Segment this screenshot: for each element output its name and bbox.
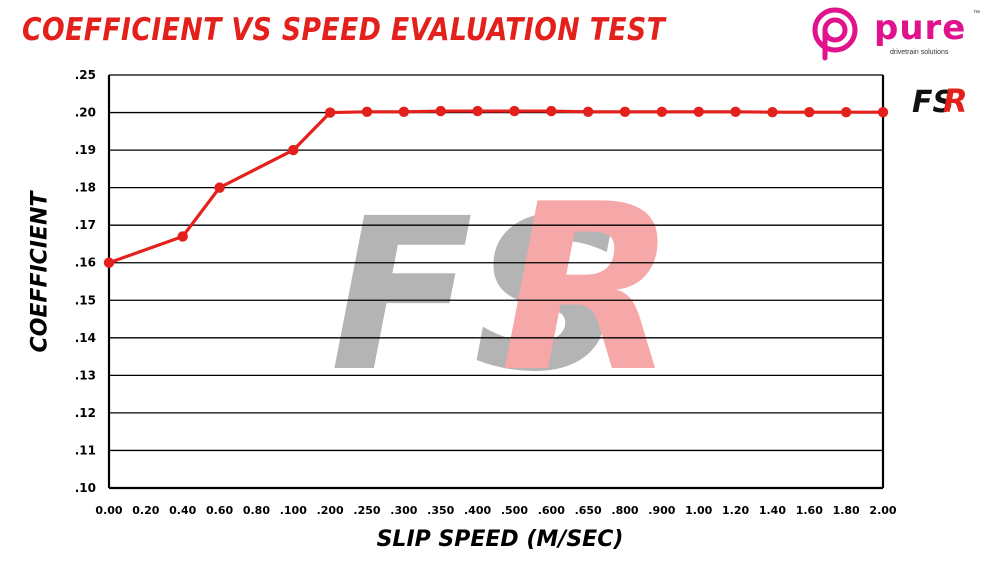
- x-tick-label: .900: [648, 504, 675, 517]
- x-tick-label: 1.20: [722, 504, 749, 517]
- x-tick-label: 0.20: [132, 504, 159, 517]
- x-tick-label: .200: [317, 504, 344, 517]
- y-tick-label: .15: [75, 293, 96, 307]
- x-tick-label: 1.40: [759, 504, 786, 517]
- x-tick-label: 1.80: [833, 504, 860, 517]
- watermark-r: R: [500, 156, 677, 423]
- y-tick-label: .14: [75, 331, 96, 345]
- x-tick-label: .800: [611, 504, 638, 517]
- data-point: [877, 106, 889, 118]
- pure-logo: pure ™ drivetrain solutions: [808, 4, 986, 62]
- data-series: [103, 105, 889, 268]
- x-tick-label: .600: [538, 504, 565, 517]
- data-point: [435, 105, 446, 117]
- axes: [107, 75, 885, 490]
- x-tick-label: 0.00: [95, 504, 122, 517]
- x-tick-label: 0.40: [169, 504, 196, 517]
- x-axis-label: SLIP SPEED (M/SEC): [376, 527, 624, 552]
- fsr-logo-r: R: [943, 82, 968, 120]
- data-point: [767, 106, 778, 118]
- data-point: [103, 257, 115, 268]
- y-tick-label: .25: [75, 68, 96, 82]
- data-point: [398, 106, 410, 117]
- data-point: [288, 144, 299, 156]
- y-tick-label: .13: [75, 368, 96, 382]
- y-tick-label: .17: [75, 218, 96, 232]
- series-line: [108, 109, 883, 265]
- data-point: [619, 106, 631, 117]
- data-point: [730, 106, 741, 117]
- data-point: [361, 106, 373, 117]
- pure-wordmark: pure: [874, 8, 967, 48]
- trademark-symbol: ™: [973, 10, 980, 17]
- fsr-logo-fs: FS: [912, 85, 954, 120]
- x-tick-label: 0.60: [206, 504, 233, 517]
- x-tick-label: .500: [501, 504, 528, 517]
- x-tick-label: .350: [427, 504, 454, 517]
- data-point: [509, 105, 520, 117]
- data-point: [656, 106, 668, 117]
- data-point: [840, 106, 852, 118]
- y-tick-label: .12: [75, 406, 96, 420]
- data-point: [546, 105, 557, 117]
- data-point: [472, 105, 483, 117]
- x-tick-label: 1.00: [685, 504, 712, 517]
- fsr-corner-logo: FS R: [912, 82, 968, 120]
- y-tick-label: .20: [75, 106, 96, 120]
- x-tick-label: .250: [353, 504, 380, 517]
- data-point: [582, 106, 594, 117]
- x-tick-label: .650: [575, 504, 602, 517]
- y-tick-label: .18: [75, 181, 96, 195]
- y-tick-label: .16: [75, 256, 96, 270]
- x-tick-label: 1.60: [796, 504, 823, 517]
- x-tick-labels: 0.00 0.20 0.40 0.60 0.80 .100 .200 .250 .300 .350…: [95, 504, 896, 517]
- x-tick-label: 0.80: [243, 504, 270, 517]
- data-point: [177, 231, 188, 242]
- data-point: [693, 106, 704, 117]
- data-point: [324, 107, 336, 118]
- x-tick-label: 2.00: [869, 504, 896, 517]
- data-point: [804, 106, 815, 118]
- x-tick-label: .100: [280, 504, 307, 517]
- watermark-fs: FS: [330, 173, 625, 418]
- pure-p-icon: [812, 7, 858, 61]
- pure-tagline: drivetrain solutions: [890, 49, 949, 56]
- y-tick-label: .19: [75, 143, 96, 157]
- y-tick-label: .10: [75, 481, 96, 495]
- chart-title: COEFFICIENT VS SPEED EVALUATION TEST: [22, 12, 666, 48]
- data-point: [214, 182, 225, 193]
- x-tick-label: .400: [464, 504, 491, 517]
- x-tick-label: .300: [390, 504, 417, 517]
- y-tick-labels: .10 .11 .12 .13 .14 .15 .16 .17 .18 .19 .20 .25: [75, 68, 96, 495]
- y-tick-label: .11: [75, 443, 96, 457]
- fsr-watermark: FS R: [330, 156, 677, 423]
